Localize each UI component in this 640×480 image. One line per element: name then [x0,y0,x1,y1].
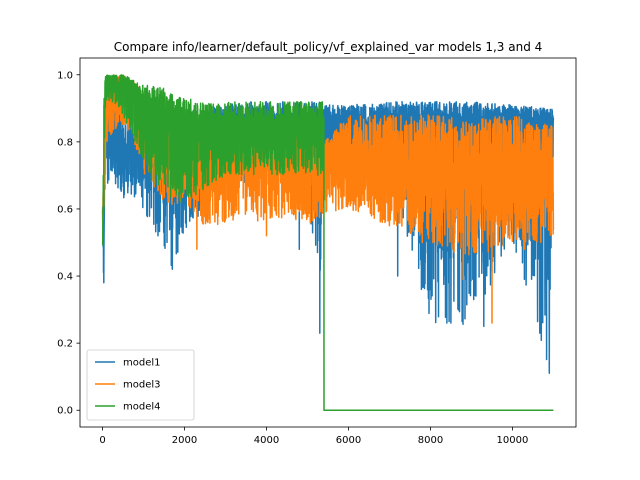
x-tick-label: 10000 [497,435,529,446]
legend: model1 model3 model4 [86,349,195,421]
axes: 0 2000 4000 6000 8000 10000 0.0 0.2 0.4 0.6 0.8 1.0 [57,57,577,446]
x-tick-label: 0 [99,435,105,446]
x-tick-label: 8000 [418,435,443,446]
axes-frame [79,57,577,428]
plot-area [101,74,555,411]
chart-title: Compare info/learner/default_policy/vf_e… [114,40,543,54]
y-tick-label: 1.0 [57,70,73,81]
x-tick-label: 2000 [172,435,197,446]
y-tick-label: 0.8 [57,137,73,148]
x-tick-label: 6000 [336,435,361,446]
y-tick-label: 0.6 [57,204,73,215]
y-tick-label: 0.0 [57,406,73,417]
y-tick-label: 0.4 [57,272,73,283]
legend-label-model1: model1 [123,358,161,369]
legend-box [86,349,195,421]
x-tick-label: 4000 [254,435,279,446]
legend-label-model3: model3 [123,380,161,391]
y-tick-label: 0.2 [57,339,73,350]
series-line-model4 [101,74,554,411]
legend-label-model4: model4 [123,402,161,413]
